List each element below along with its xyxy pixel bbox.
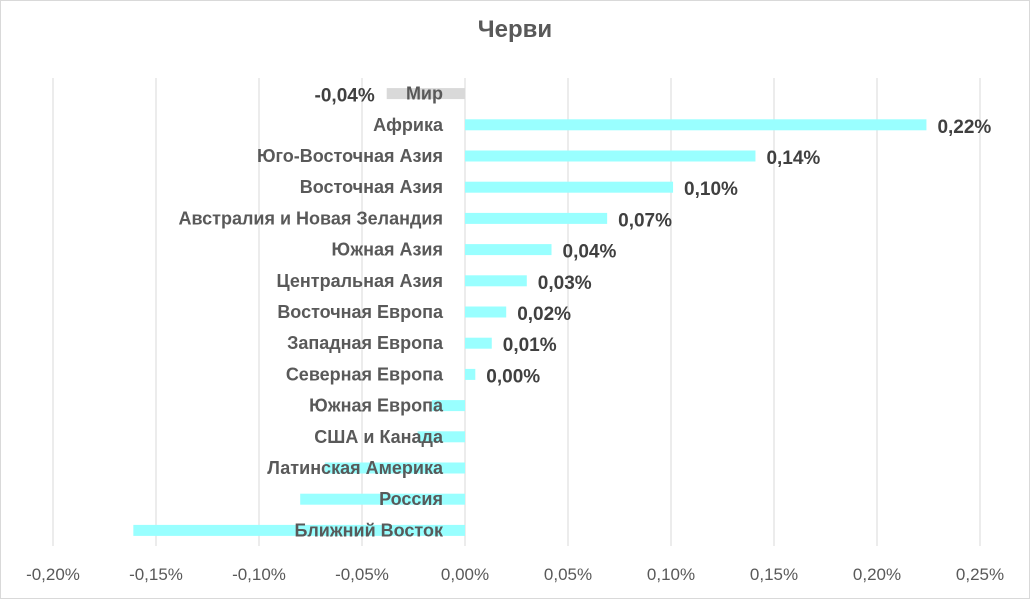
category-label: Восточная Европа [277,302,444,322]
bar-8 [465,337,492,349]
bar-3 [465,181,674,193]
bar-0 [386,88,465,100]
category-label: Ближний Восток [294,520,444,540]
category-label: США и Канада [314,427,444,447]
bar-12 [324,462,465,474]
x-tick-label: 0,05% [544,565,592,584]
category-label: Россия [379,489,443,509]
chart-title: Черви [477,16,553,43]
category-label: Восточная Азия [300,177,443,197]
bar-6 [465,275,527,287]
x-tick-label: 0,10% [647,565,695,584]
data-label: 0,01% [503,335,557,356]
x-tick-label: -0,05% [335,565,389,584]
bar-13 [300,493,465,505]
category-label: Южная Европа [309,396,444,416]
data-label: 0,22% [937,117,991,138]
category-label: Африка [373,115,444,135]
bars [133,88,927,536]
category-label: Центральная Азия [277,271,443,291]
bar-4 [465,212,608,224]
x-tick-label: -0,15% [129,565,183,584]
category-label: Юго-Восточная Азия [257,146,443,166]
bar-14 [133,524,465,536]
bar-7 [465,306,507,318]
bar-11 [417,431,465,443]
x-tick-label: -0,20% [26,565,80,584]
data-label: 0,07% [618,210,672,231]
data-label: 0,04% [563,242,617,263]
bar-10 [432,400,465,412]
x-tick-label: 0,00% [441,565,489,584]
data-label: -0,04% [315,86,375,107]
x-tick-label: 0,15% [750,565,798,584]
category-label: Северная Европа [286,364,444,384]
data-label: 0,03% [538,273,592,294]
category-label: Австралия и Новая Зеландия [179,208,443,228]
x-tick-label: 0,25% [956,565,1004,584]
bar-2 [465,150,756,162]
x-tick-label: -0,10% [232,565,286,584]
x-tick-label: 0,20% [853,565,901,584]
labels: -0,20% -0,15% -0,10% -0,05% 0,00% 0,05% 0,10% 0… [26,84,1004,584]
category-label: Южная Азия [332,240,443,260]
data-label: 0,14% [766,148,820,169]
data-label: 0,00% [486,366,540,387]
data-label: 0,10% [684,179,738,200]
bar-1 [465,119,927,131]
category-label: Мир [406,84,443,104]
category-label: Латинская Америка [267,458,444,478]
bar-9 [465,368,476,380]
bar-5 [465,244,552,256]
data-label: 0,02% [517,304,571,325]
category-label: Западная Европа [287,333,444,353]
